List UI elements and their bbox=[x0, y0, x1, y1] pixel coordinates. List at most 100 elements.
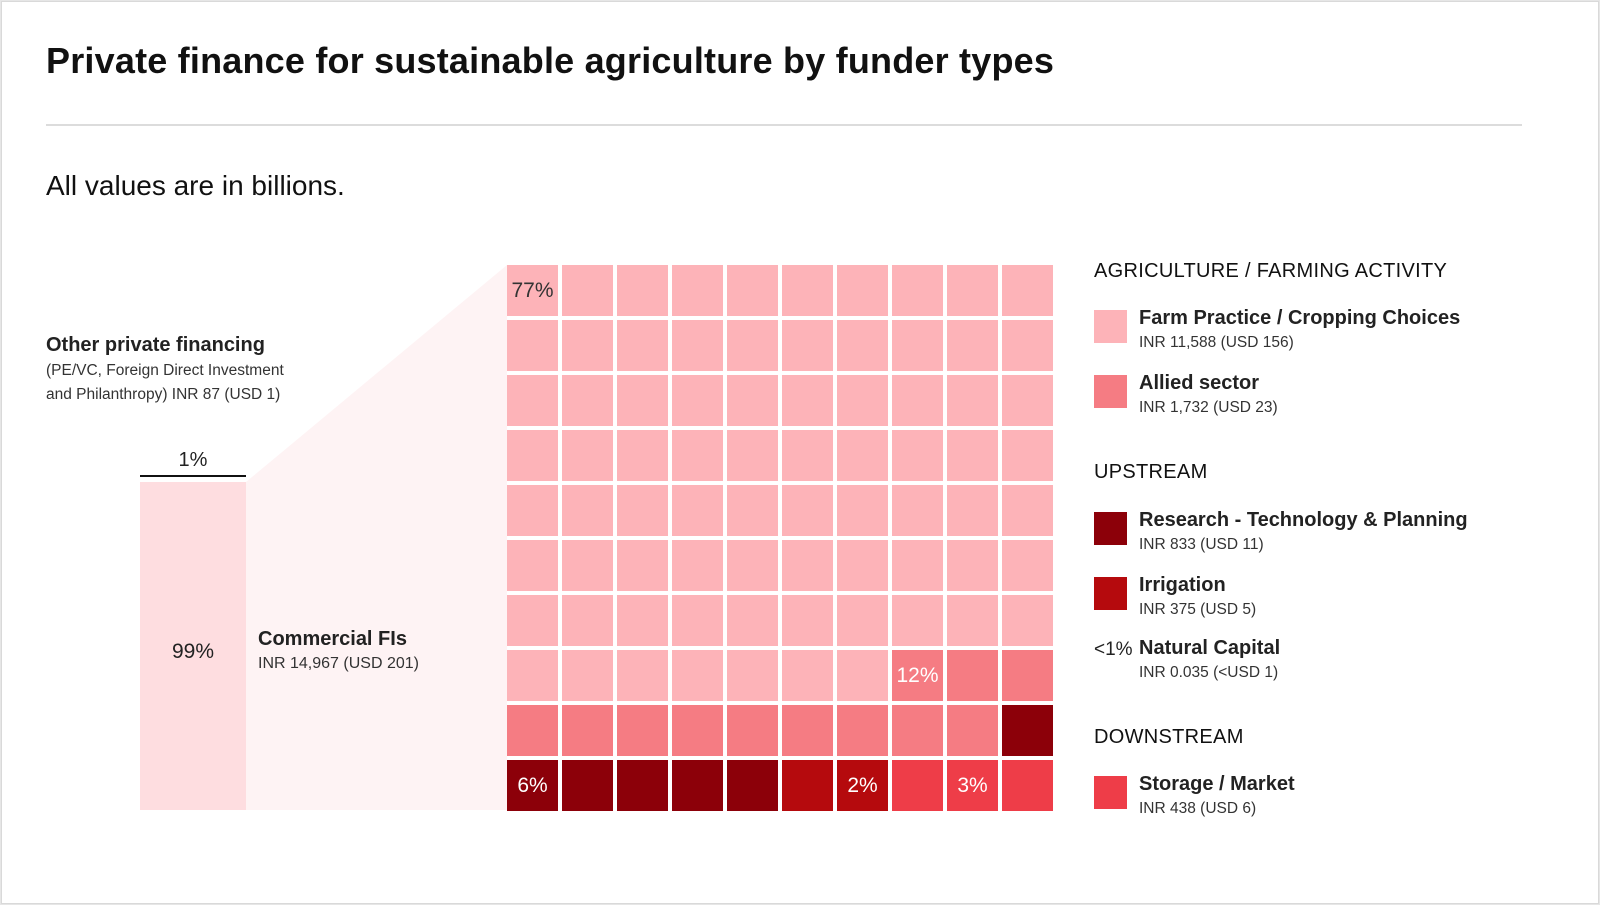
waffle-cell-farm-practice-cropping-choices bbox=[672, 320, 723, 371]
waffle-cell-farm-practice-cropping-choices bbox=[727, 485, 778, 536]
waffle-cell-allied-sector bbox=[837, 705, 888, 756]
waffle-cell-farm-practice-cropping-choices bbox=[507, 375, 558, 426]
waffle-cell-farm-practice-cropping-choices bbox=[727, 595, 778, 646]
commercial-label-block: Commercial FIs INR 14,967 (USD 201) bbox=[258, 628, 419, 673]
other-private-desc-1: (PE/VC, Foreign Direct Investment bbox=[46, 362, 284, 379]
waffle-label-irrigation: 2% bbox=[847, 774, 878, 797]
waffle-cell-farm-practice-cropping-choices bbox=[617, 595, 668, 646]
waffle-cell-farm-practice-cropping-choices bbox=[727, 320, 778, 371]
waffle-cell-research-technology-planning bbox=[562, 760, 613, 811]
waffle-cell-farm-practice-cropping-choices bbox=[617, 485, 668, 536]
waffle-cell-farm-practice-cropping-choices bbox=[782, 320, 833, 371]
waffle-cell-farm-practice-cropping-choices bbox=[727, 430, 778, 481]
waffle-cell-allied-sector bbox=[727, 705, 778, 756]
waffle-cell-storage-market bbox=[1002, 760, 1053, 811]
chart-title: Private finance for sustainable agricult… bbox=[46, 40, 1055, 81]
legend-swatch bbox=[1094, 310, 1127, 343]
waffle-cell-research-technology-planning bbox=[1002, 705, 1053, 756]
waffle-cell-allied-sector bbox=[892, 650, 943, 701]
waffle-cell-farm-practice-cropping-choices bbox=[562, 595, 613, 646]
fan-shape bbox=[246, 265, 507, 810]
waffle-cell-farm-practice-cropping-choices bbox=[892, 265, 943, 316]
legend-swatch bbox=[1094, 375, 1127, 408]
commercial-label: Commercial FIs bbox=[258, 628, 407, 650]
legend-value: INR 11,588 (USD 156) bbox=[1139, 334, 1294, 351]
waffle-cell-farm-practice-cropping-choices bbox=[562, 375, 613, 426]
waffle-cell-farm-practice-cropping-choices bbox=[947, 265, 998, 316]
waffle-cell-farm-practice-cropping-choices bbox=[617, 375, 668, 426]
other-private-share: 1% bbox=[178, 449, 208, 471]
waffle-cell-farm-practice-cropping-choices bbox=[782, 595, 833, 646]
legend-value: INR 438 (USD 6) bbox=[1139, 800, 1257, 817]
waffle-cell-farm-practice-cropping-choices bbox=[507, 540, 558, 591]
waffle-cell-irrigation bbox=[837, 760, 888, 811]
waffle-cell-farm-practice-cropping-choices bbox=[892, 540, 943, 591]
waffle-cell-farm-practice-cropping-choices bbox=[947, 595, 998, 646]
waffle-cell-farm-practice-cropping-choices bbox=[507, 650, 558, 701]
waffle-cell-farm-practice-cropping-choices bbox=[672, 265, 723, 316]
waffle-cell-farm-practice-cropping-choices bbox=[947, 540, 998, 591]
waffle-cell-farm-practice-cropping-choices bbox=[727, 265, 778, 316]
waffle-cell-allied-sector bbox=[562, 705, 613, 756]
waffle-cell-farm-practice-cropping-choices bbox=[562, 485, 613, 536]
waffle-label-allied-sector: 12% bbox=[896, 664, 939, 687]
legend-label: Natural Capital bbox=[1139, 637, 1281, 659]
legend-swatch bbox=[1094, 512, 1127, 545]
legend-label: Irrigation bbox=[1139, 574, 1226, 596]
waffle-label-research-technology-planning: 6% bbox=[517, 774, 548, 797]
waffle-cell-irrigation bbox=[782, 760, 833, 811]
legend-value: INR 375 (USD 5) bbox=[1139, 601, 1257, 618]
other-private-marker-line bbox=[140, 475, 246, 477]
waffle-grid: 77% 12% 6% 2% 3% bbox=[507, 265, 1054, 811]
waffle-cell-allied-sector bbox=[1002, 650, 1053, 701]
waffle-cell-farm-practice-cropping-choices bbox=[562, 650, 613, 701]
waffle-cell-farm-practice-cropping-choices bbox=[1002, 265, 1053, 316]
commercial-share-bar bbox=[140, 482, 246, 810]
other-private-desc-2: and Philanthropy) INR 87 (USD 1) bbox=[46, 386, 281, 403]
waffle-cell-allied-sector bbox=[892, 705, 943, 756]
waffle-cell-farm-practice-cropping-choices bbox=[507, 430, 558, 481]
waffle-cell-research-technology-planning bbox=[727, 760, 778, 811]
waffle-cell-farm-practice-cropping-choices bbox=[782, 265, 833, 316]
waffle-cell-farm-practice-cropping-choices bbox=[672, 650, 723, 701]
waffle-cell-farm-practice-cropping-choices bbox=[617, 650, 668, 701]
waffle-cell-farm-practice-cropping-choices bbox=[837, 265, 888, 316]
waffle-cell-farm-practice-cropping-choices bbox=[782, 430, 833, 481]
waffle-cell-farm-practice-cropping-choices bbox=[617, 265, 668, 316]
waffle-cell-farm-practice-cropping-choices bbox=[837, 540, 888, 591]
waffle-cell-farm-practice-cropping-choices bbox=[562, 540, 613, 591]
waffle-cell-farm-practice-cropping-choices bbox=[562, 265, 613, 316]
waffle-cell-farm-practice-cropping-choices bbox=[1002, 430, 1053, 481]
waffle-cell-farm-practice-cropping-choices bbox=[837, 485, 888, 536]
waffle-cell-allied-sector bbox=[672, 705, 723, 756]
waffle-label-farm-practice-cropping-choices: 77% bbox=[511, 279, 554, 302]
legend-label: Farm Practice / Cropping Choices bbox=[1139, 307, 1461, 329]
waffle-label-storage-market: 3% bbox=[957, 774, 988, 797]
waffle-cell-farm-practice-cropping-choices bbox=[1002, 375, 1053, 426]
waffle-cell-farm-practice-cropping-choices bbox=[782, 485, 833, 536]
other-private-label: Other private financing bbox=[46, 334, 265, 356]
waffle-cell-farm-practice-cropping-choices bbox=[562, 320, 613, 371]
waffle-cell-farm-practice-cropping-choices bbox=[947, 430, 998, 481]
legend-value: INR 0.035 (<USD 1) bbox=[1139, 664, 1279, 681]
waffle-cell-farm-practice-cropping-choices bbox=[782, 375, 833, 426]
waffle-cell-farm-practice-cropping-choices bbox=[782, 650, 833, 701]
waffle-cell-farm-practice-cropping-choices bbox=[617, 430, 668, 481]
waffle-cell-farm-practice-cropping-choices bbox=[672, 595, 723, 646]
waffle-cell-farm-practice-cropping-choices bbox=[837, 595, 888, 646]
waffle-cell-farm-practice-cropping-choices bbox=[947, 485, 998, 536]
legend-label: Research - Technology & Planning bbox=[1139, 509, 1468, 531]
waffle-cell-farm-practice-cropping-choices bbox=[782, 540, 833, 591]
waffle-cell-research-technology-planning bbox=[672, 760, 723, 811]
waffle-cell-farm-practice-cropping-choices bbox=[617, 540, 668, 591]
waffle-cell-farm-practice-cropping-choices bbox=[507, 485, 558, 536]
waffle-cell-farm-practice-cropping-choices bbox=[1002, 320, 1053, 371]
legend-value: INR 1,732 (USD 23) bbox=[1139, 399, 1278, 416]
waffle-cell-farm-practice-cropping-choices bbox=[837, 430, 888, 481]
waffle-cell-allied-sector bbox=[947, 650, 998, 701]
waffle-cell-allied-sector bbox=[507, 705, 558, 756]
commercial-value: INR 14,967 (USD 201) bbox=[258, 655, 419, 672]
commercial-share: 99% bbox=[171, 640, 215, 663]
waffle-cell-allied-sector bbox=[947, 705, 998, 756]
